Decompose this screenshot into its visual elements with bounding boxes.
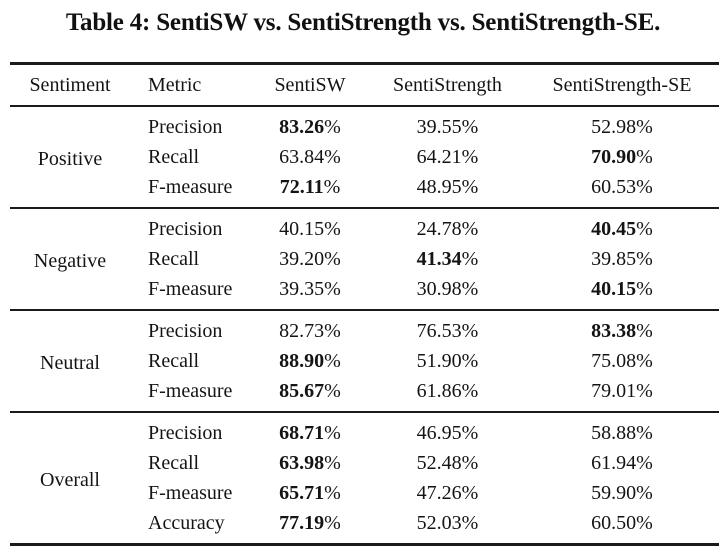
value-cell: 39.85% <box>591 247 653 270</box>
header-row: Sentiment Metric SentiSW SentiStrength Senti… <box>10 63 719 107</box>
results-table: Sentiment Metric SentiSW SentiStrength Senti… <box>10 62 719 546</box>
sentiment-cell-negative: Negative <box>33 250 107 272</box>
value-cell: 60.53% <box>591 175 653 198</box>
value-cell: 88.90% <box>279 349 341 372</box>
value-cell: 52.98% <box>591 115 653 138</box>
table-row: F-measure 72.11% 48.95% 60.53% <box>10 172 719 208</box>
value-cell: 59.90% <box>591 481 653 504</box>
value-cell: 85.67% <box>279 379 341 402</box>
metric-cell: F-measure <box>148 175 233 198</box>
table-row: Recall 39.20% 41.34% 39.85% <box>10 244 719 274</box>
value-cell: 83.38% <box>591 319 653 342</box>
value-cell: 61.86% <box>416 379 479 402</box>
value-cell: 58.88% <box>591 421 653 444</box>
value-cell: 52.48% <box>416 451 479 474</box>
value-cell: 63.84% <box>279 145 341 168</box>
section-negative: Negative Precision 40.15% 24.78% 40.45% Recal… <box>10 208 719 310</box>
value-cell: 47.26% <box>416 481 479 504</box>
value-cell: 60.50% <box>591 511 653 534</box>
metric-cell: Recall <box>148 451 200 474</box>
metric-cell: Recall <box>148 145 200 168</box>
sentiment-cell-overall: Overall <box>40 469 100 491</box>
value-cell: 40.15% <box>279 217 341 240</box>
column-header-sentisw: SentiSW <box>250 63 370 107</box>
column-header-metric: Metric <box>130 63 250 107</box>
sentiment-cell-positive: Positive <box>37 148 103 170</box>
table-row: Positive Precision 83.26% 39.55% 52.98% <box>10 106 719 171</box>
value-cell: 75.08% <box>591 349 653 372</box>
table-row: Recall 63.98% 52.48% 61.94% <box>10 448 719 478</box>
metric-cell: F-measure <box>148 379 233 402</box>
table-row: F-measure 39.35% 30.98% 40.15% <box>10 274 719 310</box>
section-positive: Positive Precision 83.26% 39.55% 52.98% Recal… <box>10 106 719 208</box>
metric-cell: Recall <box>148 247 200 270</box>
table-row: Negative Precision 40.15% 24.78% 40.45% <box>10 208 719 273</box>
value-cell: 65.71% <box>279 481 341 504</box>
value-cell: 82.73% <box>279 319 341 342</box>
metric-cell: Precision <box>148 217 223 240</box>
value-cell: 52.03% <box>416 511 479 534</box>
metric-cell: F-measure <box>148 481 233 504</box>
metric-cell: Precision <box>148 421 223 444</box>
table-row: Recall 63.84% 64.21% 70.90% <box>10 142 719 172</box>
table-row: Recall 88.90% 51.90% 75.08% <box>10 346 719 376</box>
metric-cell: Recall <box>148 349 200 372</box>
value-cell: 83.26% <box>279 115 341 138</box>
value-cell: 61.94% <box>591 451 653 474</box>
value-cell: 39.20% <box>279 247 341 270</box>
section-neutral: Neutral Precision 82.73% 76.53% 83.38% Recall… <box>10 310 719 412</box>
table-header: Sentiment Metric SentiSW SentiStrength Senti… <box>10 63 719 107</box>
metric-cell: F-measure <box>148 277 233 300</box>
value-cell: 24.78% <box>416 217 479 240</box>
metric-cell: Precision <box>148 319 223 342</box>
value-cell: 64.21% <box>416 145 479 168</box>
value-cell: 30.98% <box>416 277 479 300</box>
metric-cell: Accuracy <box>148 511 225 534</box>
table-row: F-measure 85.67% 61.86% 79.01% <box>10 376 719 412</box>
value-cell: 72.11% <box>279 175 341 198</box>
section-overall: Overall Precision 68.71% 46.95% 58.88% Recall… <box>10 412 719 545</box>
value-cell: 40.45% <box>591 217 653 240</box>
value-cell: 63.98% <box>279 451 341 474</box>
value-cell: 48.95% <box>416 175 479 198</box>
table-row: Overall Precision 68.71% 46.95% 58.88% <box>10 412 719 492</box>
value-cell: 46.95% <box>416 421 479 444</box>
value-cell: 77.19% <box>279 511 341 534</box>
table-row: F-measure 65.71% 47.26% 59.90% <box>10 478 719 508</box>
value-cell: 39.55% <box>416 115 479 138</box>
value-cell: 51.90% <box>416 349 479 372</box>
sentiment-cell-neutral: Neutral <box>40 352 100 374</box>
column-header-sentiment: Sentiment <box>10 63 130 107</box>
value-cell: 76.53% <box>416 319 479 342</box>
value-cell: 39.35% <box>279 277 341 300</box>
column-header-sentistrength-se: SentiStrength-SE <box>525 63 719 107</box>
value-cell: 70.90% <box>591 145 653 168</box>
table-row: Neutral Precision 82.73% 76.53% 83.38% <box>10 310 719 375</box>
value-cell: 68.71% <box>279 421 341 444</box>
table-caption: Table 4: SentiSW vs. SentiStrength vs. S… <box>65 9 661 36</box>
value-cell: 79.01% <box>591 379 653 402</box>
table-row: Accuracy 77.19% 52.03% 60.50% <box>10 508 719 545</box>
value-cell: 40.15% <box>591 277 653 300</box>
value-cell: 41.34% <box>416 247 479 270</box>
metric-cell: Precision <box>148 115 223 138</box>
column-header-sentistrength: SentiStrength <box>370 63 525 107</box>
